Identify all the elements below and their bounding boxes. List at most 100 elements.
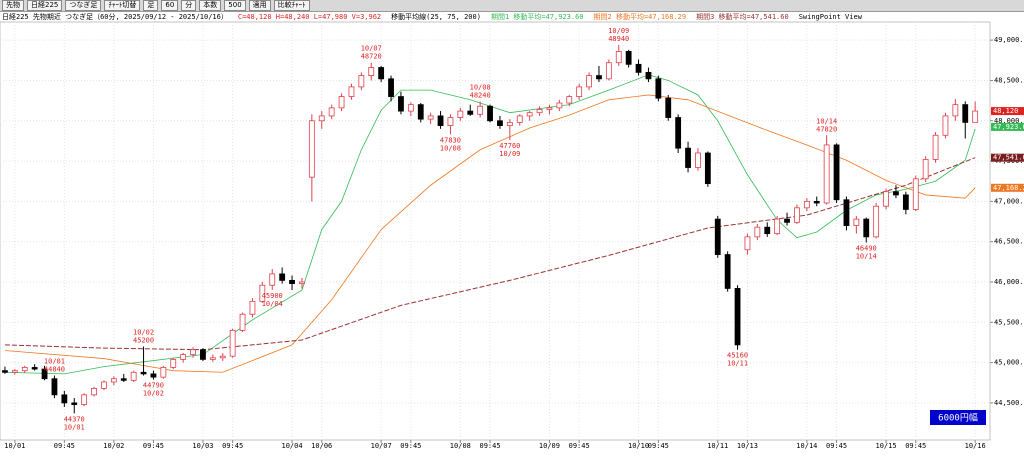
annotation-value: 47820 <box>816 125 837 133</box>
toolbar-item[interactable]: 500 <box>224 0 246 11</box>
x-tick-label: 09:45 <box>54 442 75 450</box>
candle-body <box>41 368 48 380</box>
candle-body <box>308 120 315 178</box>
candle-body <box>784 218 790 223</box>
candle-body <box>170 358 177 368</box>
candle-body <box>219 355 226 359</box>
annotation-date: 10/09 <box>608 27 629 35</box>
toolbar-item[interactable]: 本数 <box>199 0 222 11</box>
moving-average-line <box>4 157 976 351</box>
candle-body <box>843 199 850 226</box>
candle-body <box>239 313 246 331</box>
candle-body <box>2 370 8 373</box>
candle-body <box>487 105 493 122</box>
info-text: 日経225 先物期近 つなぎ足（60分, 2025/09/12 - 2025/1… <box>2 12 228 21</box>
x-tick-label: 10/11 <box>707 442 728 450</box>
annotation-date: 10/08 <box>470 83 491 91</box>
candle-body <box>655 78 662 99</box>
annotation-date: 10/07 <box>361 45 382 53</box>
y-tick-label: 49,000. <box>994 36 1024 44</box>
candle-body <box>823 144 830 204</box>
candle-body <box>516 115 523 123</box>
candle-body <box>744 236 751 251</box>
annotation-value: 44790 <box>143 382 164 390</box>
toolbar-item[interactable]: つなぎ足 <box>65 0 102 11</box>
candle-body <box>605 62 612 80</box>
annotation-value: 46490 <box>856 244 877 252</box>
y-tick-label: 46,500. <box>994 238 1024 246</box>
y-tick-label: 44,500. <box>994 399 1024 407</box>
toolbar-item[interactable]: 60 <box>161 0 179 11</box>
candle-body <box>130 371 137 381</box>
candle-body <box>813 200 820 204</box>
candle-body <box>596 75 602 80</box>
candle-body <box>883 191 889 207</box>
annotation-date: 10/14 <box>816 117 837 125</box>
candle-body <box>61 394 68 404</box>
candle-body <box>566 96 573 104</box>
candle-body <box>754 226 761 238</box>
candle-body <box>635 63 642 73</box>
x-tick-label: 10/04 <box>282 442 303 450</box>
y-tick-label: 46,000. <box>994 278 1024 286</box>
x-tick-label: 10/10 <box>628 442 649 450</box>
toolbar-item[interactable]: 適用 <box>248 0 271 11</box>
candle-body <box>427 115 434 120</box>
candle-body <box>338 96 345 109</box>
x-tick-label: 09:45 <box>905 442 926 450</box>
toolbar-item[interactable]: ﾁｬｰﾄ切替 <box>104 0 141 11</box>
candle-body <box>893 191 899 196</box>
candle-body <box>803 200 810 209</box>
annotation-date: 10/02 <box>143 390 164 398</box>
price-tag <box>991 107 1024 116</box>
y-tick-label: 48,500. <box>994 76 1024 84</box>
x-tick-label: 09:45 <box>569 442 590 450</box>
candle-body <box>526 112 533 117</box>
toolbar-item[interactable]: 比較ﾁｬｰﾄ <box>273 0 310 11</box>
x-tick-label: 09:45 <box>222 442 243 450</box>
candle-body <box>704 152 711 185</box>
x-tick-label: 10/08 <box>450 442 471 450</box>
candle-body <box>457 110 464 118</box>
info-text: SwingPoint View <box>799 13 863 21</box>
candle-body <box>665 97 672 118</box>
candle-body <box>150 373 157 378</box>
annotation-value: 44840 <box>44 366 65 374</box>
annotation-date: 10/01 <box>64 423 85 431</box>
toolbar-item[interactable]: 日経225 <box>27 0 63 11</box>
candle-body <box>724 254 731 289</box>
candle-body <box>853 218 860 226</box>
candle-body <box>695 152 701 168</box>
candle-body <box>942 115 949 136</box>
candle-body <box>764 226 771 235</box>
annotation-date: 10/01 <box>44 358 65 366</box>
annotation-value: 45160 <box>727 352 748 360</box>
annotation-date: 10/08 <box>440 144 461 152</box>
toolbar-item[interactable]: 足 <box>143 0 159 11</box>
toolbar-item[interactable]: 分 <box>181 0 197 11</box>
candle-body <box>91 388 97 396</box>
candle-body <box>348 86 355 97</box>
candle-body <box>873 205 880 238</box>
candle-body <box>407 104 414 112</box>
candle-body <box>249 300 256 315</box>
x-tick-label: 09:45 <box>826 442 847 450</box>
candle-body <box>922 159 929 180</box>
y-tick-label: 45,500. <box>994 318 1024 326</box>
candle-body <box>417 104 424 120</box>
candle-body <box>190 349 196 355</box>
candle-body <box>477 105 484 115</box>
candle-body <box>932 134 939 160</box>
candle-body <box>299 281 305 285</box>
y-tick-label: 47,000. <box>994 197 1024 205</box>
candle-body <box>259 284 266 302</box>
x-tick-label: 09:45 <box>648 442 669 450</box>
candle-body <box>388 78 394 97</box>
x-tick-label: 09:45 <box>143 442 164 450</box>
toolbar-item[interactable]: 先物 <box>2 0 24 11</box>
x-tick-label: 10/01 <box>4 442 25 450</box>
candle-body <box>833 144 840 201</box>
plot-frame <box>0 21 991 441</box>
annotation-value: 45900 <box>262 292 283 300</box>
info-text: C=48,120 H=48,240 L=47,980 V=3,962 <box>238 13 381 21</box>
